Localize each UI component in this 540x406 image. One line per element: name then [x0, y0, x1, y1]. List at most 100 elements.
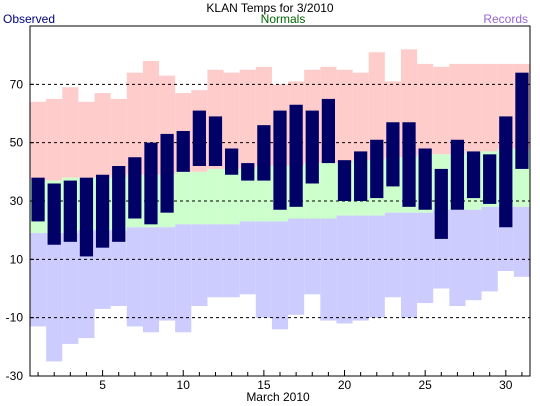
observed-bars-layer	[31, 72, 529, 257]
record-high-band	[126, 72, 143, 175]
observed-bar	[483, 154, 497, 204]
normals-band	[239, 168, 256, 222]
record-high-band	[433, 66, 450, 155]
x-tick-label: 20	[338, 378, 352, 392]
normals-band	[207, 168, 224, 225]
record-low-band	[513, 206, 530, 277]
legend-normals: Normals	[261, 12, 306, 26]
observed-bar	[289, 104, 303, 207]
ticks-layer: -30 -10 10 30 50 70 5 10 15 20 25 30	[6, 77, 523, 392]
record-low-band	[336, 215, 353, 324]
record-high-band	[239, 69, 256, 169]
normals-band	[191, 171, 208, 225]
observed-bar	[95, 174, 110, 248]
record-low-band	[384, 212, 401, 298]
observed-bar	[144, 142, 158, 225]
observed-bar	[160, 133, 174, 213]
record-low-band	[30, 233, 47, 327]
observed-bar	[466, 151, 481, 199]
observed-bar	[208, 116, 223, 166]
record-low-band	[78, 230, 95, 339]
observed-bar	[402, 122, 416, 207]
record-high-band	[368, 52, 385, 161]
observed-bar	[112, 166, 126, 242]
legend-records: Records	[483, 12, 528, 26]
record-high-band	[465, 63, 482, 152]
record-low-band	[352, 215, 369, 321]
record-low-band	[481, 206, 498, 292]
record-low-band	[62, 233, 79, 344]
record-high-band	[336, 69, 353, 164]
record-low-band	[304, 218, 321, 295]
observed-bar	[47, 183, 61, 245]
normals-band	[320, 163, 337, 219]
record-low-band	[288, 218, 305, 315]
x-tick-label: 30	[499, 378, 513, 392]
record-low-band	[417, 212, 434, 304]
record-low-band	[223, 224, 240, 298]
legend-observed: Observed	[3, 12, 55, 26]
observed-bar	[434, 168, 448, 239]
record-low-band	[175, 224, 192, 333]
record-low-band	[110, 230, 127, 306]
x-tick-label: 15	[257, 378, 271, 392]
record-low-band	[368, 215, 385, 318]
record-low-band	[320, 218, 337, 321]
y-tick-label: 10	[10, 252, 24, 266]
y-tick-label: 50	[10, 136, 24, 150]
observed-bar	[273, 110, 287, 210]
observed-bar	[305, 110, 319, 184]
record-high-band	[352, 72, 369, 161]
observed-bar	[63, 180, 77, 242]
observed-bar	[515, 72, 529, 169]
observed-bar	[321, 98, 335, 164]
record-low-band	[239, 221, 256, 295]
observed-bar	[418, 148, 432, 210]
x-tick-label: 25	[418, 378, 432, 392]
observed-bar	[192, 110, 206, 166]
record-high-band	[481, 63, 498, 152]
observed-bar	[337, 160, 352, 201]
observed-bar	[79, 177, 94, 257]
observed-bar	[128, 157, 142, 219]
observed-bar	[31, 177, 45, 222]
observed-bar	[450, 139, 465, 210]
record-low-band	[255, 221, 272, 318]
x-tick-label: 5	[99, 378, 106, 392]
record-high-band	[78, 101, 95, 178]
record-low-band	[207, 224, 224, 298]
y-tick-label: 30	[10, 194, 24, 208]
normals-band	[175, 171, 192, 225]
record-low-band	[159, 227, 176, 321]
record-low-band	[465, 209, 482, 301]
record-low-band	[46, 233, 63, 362]
record-high-band	[223, 72, 240, 169]
x-tick-label: 10	[177, 378, 191, 392]
record-low-band	[94, 230, 111, 309]
observed-bar	[499, 116, 513, 228]
record-high-band	[417, 63, 434, 155]
record-high-band	[62, 87, 79, 178]
record-high-band	[46, 98, 63, 181]
y-tick-label: -30	[6, 369, 24, 383]
record-high-band	[94, 93, 111, 178]
observed-bar	[176, 131, 190, 172]
observed-bar	[241, 163, 255, 181]
record-low-band	[126, 227, 143, 327]
observed-bar	[370, 139, 384, 199]
observed-bar	[386, 122, 400, 187]
normals-band	[223, 168, 240, 225]
record-low-band	[191, 224, 208, 306]
record-high-band	[449, 63, 466, 155]
x-axis-label: March 2010	[246, 390, 310, 404]
record-low-band	[449, 209, 466, 306]
record-low-band	[400, 212, 418, 318]
observed-bar	[257, 125, 271, 181]
record-high-band	[30, 101, 47, 181]
observed-bar	[354, 151, 368, 201]
chart-title: KLAN Temps for 3/2010	[206, 1, 334, 15]
observed-bar	[225, 148, 239, 175]
record-high-band	[110, 98, 127, 178]
y-tick-label: 70	[10, 77, 24, 91]
